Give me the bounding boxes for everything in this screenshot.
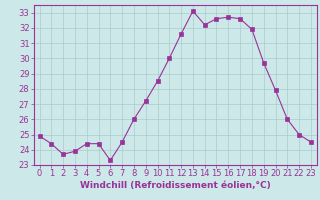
X-axis label: Windchill (Refroidissement éolien,°C): Windchill (Refroidissement éolien,°C) xyxy=(80,181,271,190)
